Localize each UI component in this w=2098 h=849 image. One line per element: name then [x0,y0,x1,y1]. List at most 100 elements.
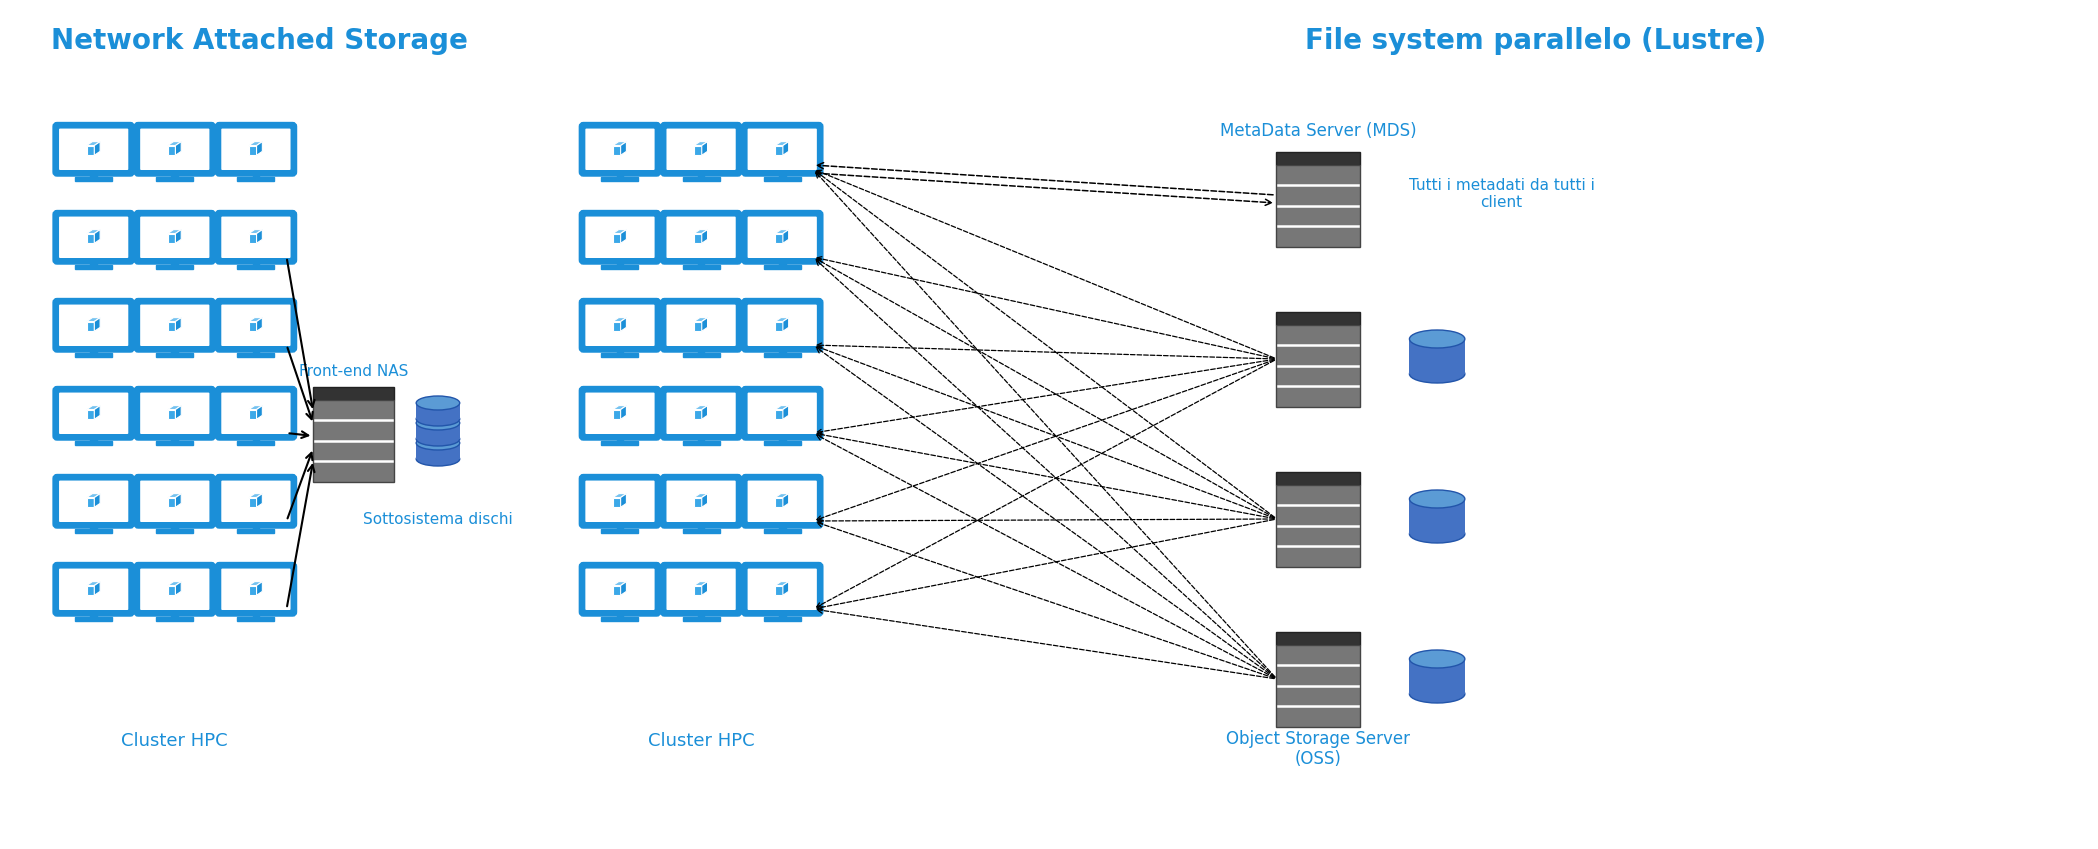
FancyBboxPatch shape [747,569,816,610]
Polygon shape [168,145,176,155]
Bar [90,521,97,529]
Polygon shape [774,233,783,244]
Polygon shape [168,582,180,586]
FancyBboxPatch shape [220,216,290,258]
Polygon shape [86,322,94,331]
Polygon shape [701,142,707,155]
Polygon shape [613,498,621,507]
Polygon shape [694,498,701,507]
FancyBboxPatch shape [585,216,655,258]
FancyBboxPatch shape [55,211,134,263]
Polygon shape [783,318,789,331]
Polygon shape [86,233,94,244]
Polygon shape [250,586,256,595]
FancyBboxPatch shape [59,481,128,522]
FancyBboxPatch shape [59,305,128,346]
Polygon shape [250,582,262,586]
Polygon shape [694,406,707,409]
Point [1265,180,1290,190]
Bar [1276,325,1360,407]
Bar [237,265,275,268]
Polygon shape [176,229,180,244]
Text: Front-end NAS: Front-end NAS [300,363,409,379]
Point [1265,661,1290,671]
Bar [682,529,720,532]
Bar [237,352,275,357]
Bar [682,177,720,181]
Bar [155,265,193,268]
Bar [617,257,623,265]
Point [1265,340,1290,351]
FancyBboxPatch shape [581,124,659,175]
FancyBboxPatch shape [55,387,134,439]
FancyBboxPatch shape [747,305,816,346]
Bar [172,521,178,529]
Polygon shape [86,586,94,595]
Point [1347,681,1372,691]
Point [302,415,327,425]
Bar [415,403,459,419]
Polygon shape [250,406,262,409]
Bar [602,441,638,445]
Point [302,436,327,446]
Ellipse shape [415,452,459,466]
Bar [764,441,801,445]
FancyBboxPatch shape [667,128,736,170]
Polygon shape [86,142,101,145]
Bar [313,400,394,481]
Polygon shape [256,493,262,507]
FancyBboxPatch shape [667,392,736,434]
FancyBboxPatch shape [59,392,128,434]
Bar [237,616,275,621]
Bar [172,609,178,616]
Polygon shape [774,142,789,145]
Polygon shape [94,318,101,331]
Point [1265,681,1290,691]
Point [1265,361,1290,371]
Bar [602,529,638,532]
Polygon shape [701,318,707,331]
Polygon shape [86,318,101,322]
Polygon shape [94,582,101,595]
Text: File system parallelo (Lustre): File system parallelo (Lustre) [1305,27,1767,55]
Bar [602,177,638,181]
Polygon shape [168,493,180,498]
Text: Network Attached Storage: Network Attached Storage [52,27,468,55]
Polygon shape [701,582,707,595]
Polygon shape [774,406,789,409]
FancyBboxPatch shape [747,481,816,522]
Polygon shape [176,318,180,331]
Bar [252,609,260,616]
Ellipse shape [1410,490,1464,508]
Bar [172,169,178,177]
Polygon shape [250,318,262,322]
Text: MetaData Server (MDS): MetaData Server (MDS) [1221,122,1416,140]
Bar [90,169,97,177]
Bar [1410,499,1464,534]
Ellipse shape [1410,365,1464,383]
FancyBboxPatch shape [661,124,741,175]
Bar [778,609,785,616]
Bar [764,265,801,268]
FancyBboxPatch shape [743,475,822,527]
Bar [76,352,111,357]
FancyBboxPatch shape [141,305,210,346]
Polygon shape [774,145,783,155]
Ellipse shape [415,416,459,430]
Polygon shape [694,409,701,419]
Polygon shape [86,409,94,419]
Point [1347,200,1372,211]
Point [1265,381,1290,391]
Polygon shape [694,142,707,145]
FancyBboxPatch shape [134,124,214,175]
Polygon shape [621,142,627,155]
Polygon shape [176,142,180,155]
Polygon shape [250,229,262,233]
Polygon shape [86,498,94,507]
Polygon shape [176,406,180,419]
FancyBboxPatch shape [585,569,655,610]
Ellipse shape [415,396,459,410]
Bar [764,616,801,621]
Polygon shape [86,493,101,498]
FancyBboxPatch shape [747,128,816,170]
